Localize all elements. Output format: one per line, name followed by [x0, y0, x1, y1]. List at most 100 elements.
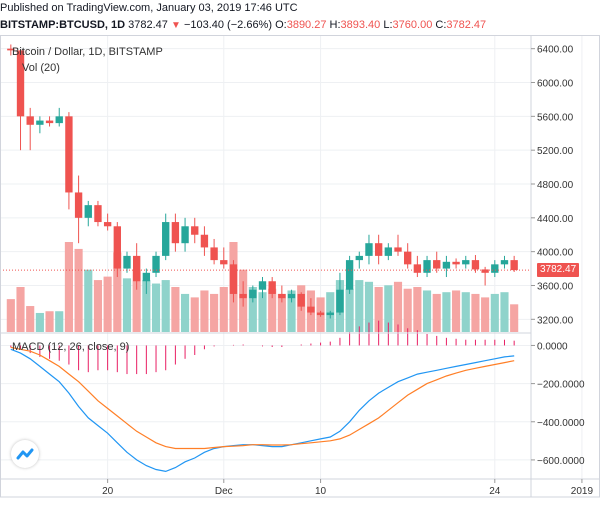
volume-bar [403, 288, 412, 332]
candle-body [258, 281, 267, 290]
volume-bar [481, 297, 490, 332]
volume-bar [374, 287, 383, 332]
candle-body [84, 205, 92, 218]
volume-bar [16, 287, 25, 332]
volume-bar [122, 278, 132, 332]
close-value: 3782.47 [446, 19, 487, 31]
macd-tick-label: 0.0000 [537, 341, 568, 352]
candle-body [142, 272, 151, 282]
macd-histogram [10, 320, 515, 375]
high-value: 3893.40 [340, 19, 381, 31]
volume-bar [452, 290, 461, 332]
candle-body [481, 269, 489, 273]
candle-body [297, 293, 305, 307]
macd-tick-label: −600.0000 [537, 456, 585, 467]
candle-body [249, 289, 257, 299]
volume-bar [64, 242, 73, 332]
candle-body [123, 255, 131, 269]
volume-bar [471, 293, 480, 332]
candle-body [74, 192, 83, 218]
price-tick-label: 6400.00 [537, 45, 574, 56]
volume-bar [287, 290, 296, 332]
last-price: 3782.47 [128, 19, 168, 31]
volume-bar [161, 280, 170, 332]
volume-bar [151, 283, 161, 332]
price-tick-label: 5200.00 [537, 146, 574, 157]
x-tick-label: 20 [102, 486, 114, 497]
price-tick-label: 4800.00 [537, 180, 574, 191]
candle-body [65, 116, 73, 193]
volume-bar [384, 285, 393, 332]
volume-bar [74, 248, 83, 332]
candle-body [171, 222, 180, 244]
volume-bar [500, 292, 509, 332]
volume-bar [132, 269, 141, 332]
candle-body [336, 289, 344, 313]
candle-body [239, 293, 247, 299]
price-tick-label: 4000.00 [537, 248, 574, 259]
macd-lines [10, 346, 515, 473]
volume-bar [248, 287, 257, 332]
candle-body [384, 247, 393, 256]
signal-line [10, 346, 515, 450]
volume-bar [103, 276, 112, 332]
volume-label: Vol (20) [22, 62, 60, 74]
macd-pane-title: MACD (12, 26, close, 9) [12, 341, 130, 353]
candle-body [452, 261, 460, 265]
candle-body [191, 226, 199, 235]
volume-bar [277, 293, 286, 332]
candle-body [500, 260, 509, 265]
candle-body [510, 260, 518, 271]
price-tick-label: 6000.00 [537, 79, 574, 90]
candle-body [268, 281, 276, 294]
price-change: −103.40 (−2.66%) [183, 19, 273, 31]
candle-body [229, 264, 238, 294]
volume-bar [6, 299, 15, 332]
volume-bar [364, 281, 374, 332]
volume-bar [461, 292, 470, 332]
price-tick-label: 5600.00 [537, 112, 574, 123]
volume-bar [490, 293, 499, 332]
volume-bar [258, 292, 267, 332]
low-label: L: [383, 19, 393, 31]
tradingview-logo-icon [11, 440, 39, 468]
candle-body [307, 306, 315, 313]
axes [0, 35, 600, 498]
x-tick-label: 24 [489, 486, 501, 497]
volume-bar [171, 287, 180, 332]
current-price-badge: 3782.47 [537, 263, 580, 278]
open-label: O: [275, 19, 287, 31]
candles [7, 44, 518, 319]
volume-bar [432, 293, 441, 332]
candle-body [7, 48, 15, 51]
down-arrow-icon: ▼ [170, 20, 181, 31]
low-value: 3760.00 [392, 19, 433, 31]
x-tick-label: 10 [315, 486, 327, 497]
candle-body [26, 116, 34, 125]
candle-body [181, 226, 189, 244]
candle-body [210, 247, 218, 261]
volume-bar [190, 297, 199, 332]
candle-body [94, 205, 102, 223]
candle-body [345, 260, 354, 290]
x-tick-label: Dec [215, 486, 233, 497]
candle-body [365, 243, 373, 256]
volume-bar [413, 287, 422, 332]
candle-body [132, 255, 141, 282]
volume-bar [200, 290, 209, 332]
candle-body [200, 234, 209, 248]
candle-body [162, 222, 170, 256]
candle-body [404, 251, 412, 265]
tick-labels: 6400.00 6000.00 5600.00 5200.00 4800.00 4400.… [102, 45, 593, 497]
volume-bar [26, 306, 35, 332]
volume-bar [393, 281, 403, 332]
high-label: H: [329, 19, 341, 31]
candle-body [152, 255, 160, 273]
price-tick-label: 3200.00 [537, 315, 574, 326]
price-pane-title: Bitcoin / Dollar, 1D, BITSTAMP [12, 46, 163, 58]
volume-bar [113, 252, 122, 332]
candle-body [326, 312, 334, 316]
published-caption: Published on TradingView.com, January 03… [0, 2, 298, 14]
candle-body [442, 261, 451, 269]
